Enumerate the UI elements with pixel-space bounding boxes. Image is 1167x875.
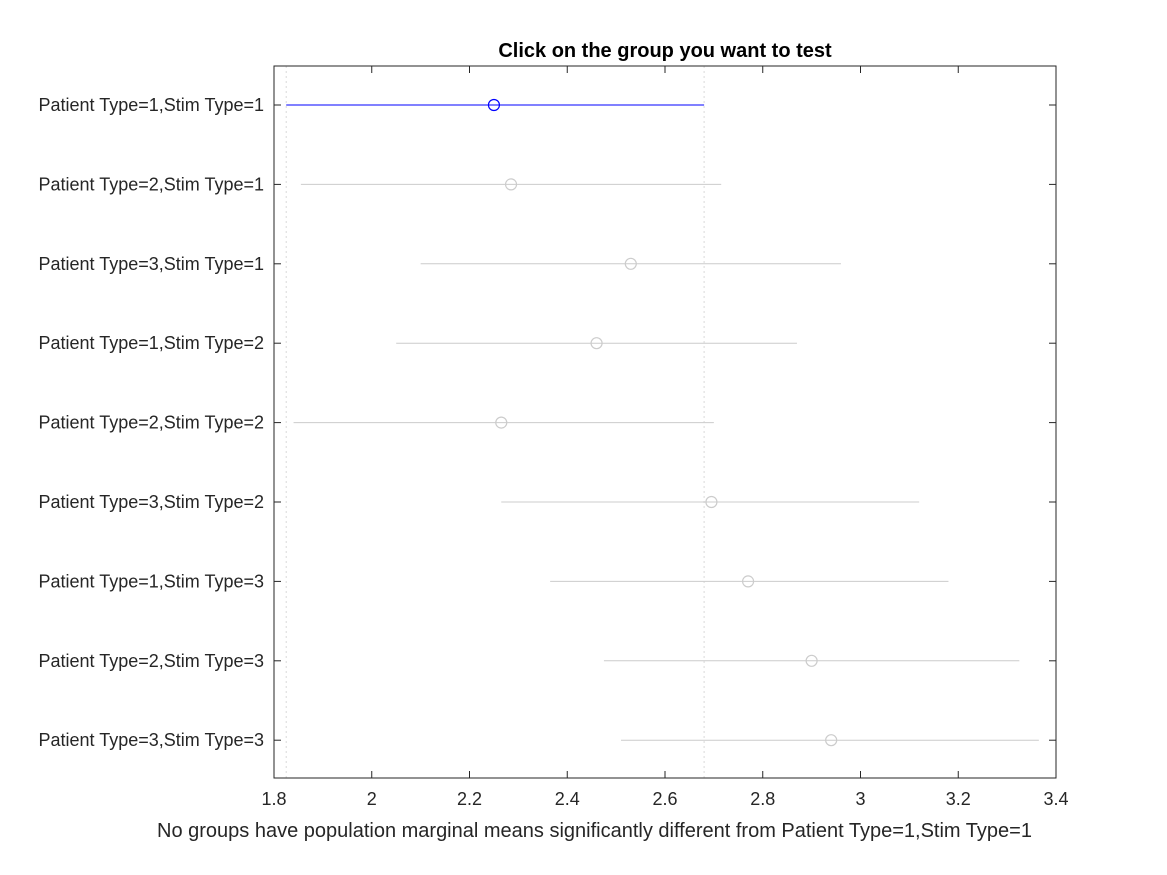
y-tick-label: Patient Type=1,Stim Type=1 [39,95,264,115]
reference-lines [285,66,705,778]
group-interval-3[interactable] [420,257,841,270]
x-tick-label: 3.4 [1043,789,1068,809]
x-tick-label: 2.2 [457,789,482,809]
y-tick-label: Patient Type=3,Stim Type=2 [39,492,264,512]
y-tick-label: Patient Type=1,Stim Type=2 [39,333,264,353]
x-tick-label: 2.8 [750,789,775,809]
chart-title: Click on the group you want to test [498,40,832,62]
group-interval-2[interactable] [300,178,722,191]
group-interval-9[interactable] [621,734,1039,747]
mean-marker[interactable] [825,734,838,747]
mean-marker[interactable] [504,178,518,191]
y-tick-label: Patient Type=1,Stim Type=3 [39,571,264,591]
mean-marker[interactable] [487,98,501,112]
x-tick-label: 2.6 [652,789,677,809]
mean-marker[interactable] [590,337,603,350]
group-interval-8[interactable] [603,654,1020,667]
y-tick-label: Patient Type=3,Stim Type=3 [39,730,264,750]
x-tick-label: 1.8 [261,789,286,809]
group-interval-4[interactable] [396,337,797,350]
x-tick-label: 2.4 [555,789,580,809]
y-tick-label: Patient Type=2,Stim Type=3 [39,651,264,671]
group-interval-7[interactable] [550,575,949,588]
y-tick-label: Patient Type=3,Stim Type=1 [39,254,264,274]
mean-marker[interactable] [624,257,637,270]
group-interval-5[interactable] [293,416,714,429]
group-interval-1[interactable] [286,98,705,112]
group-intervals [286,98,1039,747]
x-tick-label: 2 [367,789,377,809]
mean-marker[interactable] [805,654,818,667]
plot-frame [273,65,1057,779]
x-tick-label: 3.2 [946,789,971,809]
x-axis-label: No groups have population marginal means… [157,820,1032,842]
y-axis-ticks: Patient Type=1,Stim Type=1 Patient Type=2… [39,95,1056,750]
mean-marker[interactable] [495,416,508,429]
mean-marker[interactable] [741,575,755,588]
x-axis-ticks: 1.8 2 2.2 2.4 2.6 2.8 3 3.2 3.4 [261,66,1069,809]
y-tick-label: Patient Type=2,Stim Type=1 [39,174,264,194]
x-tick-label: 3 [855,789,865,809]
group-interval-6[interactable] [501,495,920,509]
mean-marker[interactable] [705,495,718,509]
y-tick-label: Patient Type=2,Stim Type=2 [39,413,264,433]
